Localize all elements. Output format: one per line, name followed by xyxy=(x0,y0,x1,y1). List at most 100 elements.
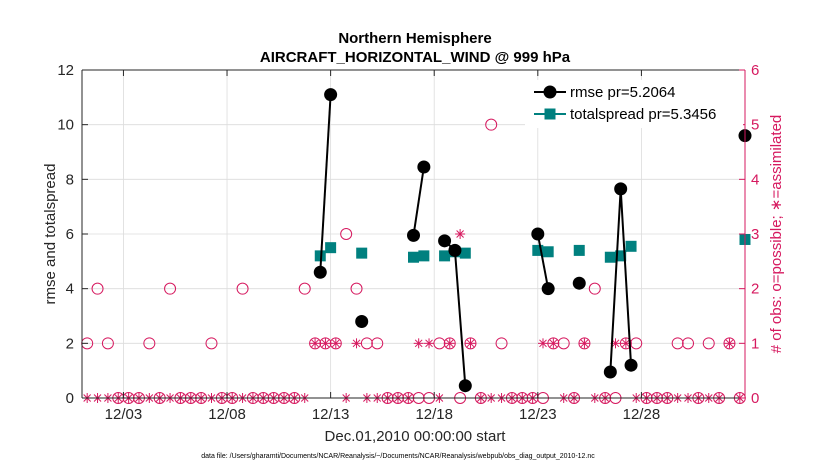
x-tick-label: 12/18 xyxy=(415,406,453,423)
y2-tick-label: 3 xyxy=(751,226,759,243)
obs-possible-marker xyxy=(371,337,384,350)
obs-assimilated-marker xyxy=(465,338,476,349)
y2-tick-label: 1 xyxy=(751,335,759,352)
obs-assimilated-marker xyxy=(330,338,341,349)
obs-possible-marker xyxy=(682,337,695,350)
asterisk-stroke xyxy=(549,339,558,348)
x-tick-label: 12/08 xyxy=(208,406,246,423)
obs-assimilated-marker xyxy=(620,338,631,349)
y-tick-label: 0 xyxy=(66,390,74,407)
asterisk-stroke xyxy=(414,339,423,348)
rmse-line xyxy=(412,166,425,236)
obs-possible-marker xyxy=(91,282,104,295)
rmse-line xyxy=(536,233,550,289)
obs-assimilated-marker xyxy=(537,338,548,349)
y-tick-label: 6 xyxy=(66,226,74,243)
legend-spread-marker xyxy=(544,108,556,120)
obs-possible-marker xyxy=(443,337,456,350)
series-layer xyxy=(313,88,752,393)
obs-assimilated-marker xyxy=(424,338,435,349)
obs-possible-marker xyxy=(298,282,311,295)
legend-rmse-marker xyxy=(543,85,557,99)
obs-possible-marker xyxy=(143,337,156,350)
obs-possible-marker xyxy=(578,337,591,350)
rmse-point xyxy=(417,160,431,174)
asterisk-stroke xyxy=(456,230,464,238)
rmse-point xyxy=(324,88,338,102)
legend-rmse-label: rmse pr=5.2064 xyxy=(570,84,675,101)
x-axis-label: Dec.01,2010 00:00:00 start xyxy=(325,428,507,445)
y2-tick-label: 4 xyxy=(751,171,759,188)
chart-subtitle: AIRCRAFT_HORIZONTAL_WIND @ 999 hPa xyxy=(260,49,571,66)
legend-box xyxy=(525,80,743,128)
data-file-footnote: data file: /Users/gharamti/Documents/NCA… xyxy=(201,453,595,460)
rmse-point xyxy=(313,265,327,279)
obs-possible-marker xyxy=(340,228,353,240)
obs-assimilated-marker xyxy=(724,338,735,349)
obs-assimilated-marker xyxy=(310,338,321,349)
totalspread-point xyxy=(625,240,637,252)
y-tick-label: 12 xyxy=(57,62,74,79)
rmse-point xyxy=(407,228,420,242)
chart-title: Northern Hemisphere xyxy=(338,30,491,47)
totalspread-point xyxy=(459,247,471,259)
obs-assimilated-marker xyxy=(320,338,331,349)
y2-tick-label: 5 xyxy=(751,117,759,134)
obs-assimilated-marker xyxy=(444,338,455,349)
y-tick-label: 4 xyxy=(66,281,74,298)
asterisk-stroke xyxy=(466,339,475,348)
obs-possible-marker xyxy=(495,337,508,350)
x-tick-label: 12/13 xyxy=(312,406,350,423)
y2-tick-label: 0 xyxy=(751,390,759,407)
obs-assimilated-marker xyxy=(455,229,466,239)
rmse-point xyxy=(614,182,628,196)
x-tick-label: 12/28 xyxy=(623,406,661,423)
obs-assimilated-marker xyxy=(579,338,590,349)
asterisk-stroke xyxy=(321,339,330,348)
y-tick-label: 10 xyxy=(57,117,74,134)
rmse-point xyxy=(531,227,545,241)
obs-possible-marker xyxy=(205,337,218,350)
obs-possible-marker xyxy=(164,282,177,295)
obs-possible-marker xyxy=(671,337,684,350)
rmse-point xyxy=(438,234,452,248)
rmse-point xyxy=(603,365,617,379)
asterisk-stroke xyxy=(580,339,589,348)
asterisk-stroke xyxy=(611,339,620,348)
asterisk-stroke xyxy=(331,339,340,348)
asterisk-stroke xyxy=(725,339,734,348)
rmse-point xyxy=(541,282,555,296)
asterisk-stroke xyxy=(622,339,630,348)
asterisk-stroke xyxy=(445,339,454,348)
totalspread-point xyxy=(408,251,419,263)
totalspread-point xyxy=(418,250,430,262)
obs-possible-marker xyxy=(350,282,363,295)
totalspread-point xyxy=(615,250,627,262)
y-tick-label: 8 xyxy=(66,171,74,188)
obs-possible-marker xyxy=(464,337,477,350)
rmse-point xyxy=(624,358,638,372)
obs-assimilated-marker xyxy=(548,338,559,349)
asterisk-stroke xyxy=(539,339,547,348)
totalspread-point xyxy=(439,250,451,262)
totalspread-point xyxy=(356,247,368,259)
totalspread-point xyxy=(604,251,616,263)
rmse-point xyxy=(448,243,462,257)
obs-possible-marker xyxy=(101,337,114,350)
obs-assimilated-marker xyxy=(351,338,362,349)
y2-tick-label: 6 xyxy=(751,62,759,79)
y-tick-label: 2 xyxy=(66,335,74,352)
obs-possible-marker xyxy=(236,282,249,295)
obs-possible-marker xyxy=(485,118,498,131)
obs-assimilated-marker xyxy=(413,338,424,349)
asterisk-stroke xyxy=(352,339,361,348)
asterisk-stroke xyxy=(425,339,433,348)
totalspread-point xyxy=(325,242,337,254)
totalspread-point xyxy=(573,244,585,256)
obs-possible-marker xyxy=(723,337,736,350)
asterisk-stroke xyxy=(311,339,319,348)
totalspread-point xyxy=(542,246,554,258)
rmse-point xyxy=(355,314,369,328)
